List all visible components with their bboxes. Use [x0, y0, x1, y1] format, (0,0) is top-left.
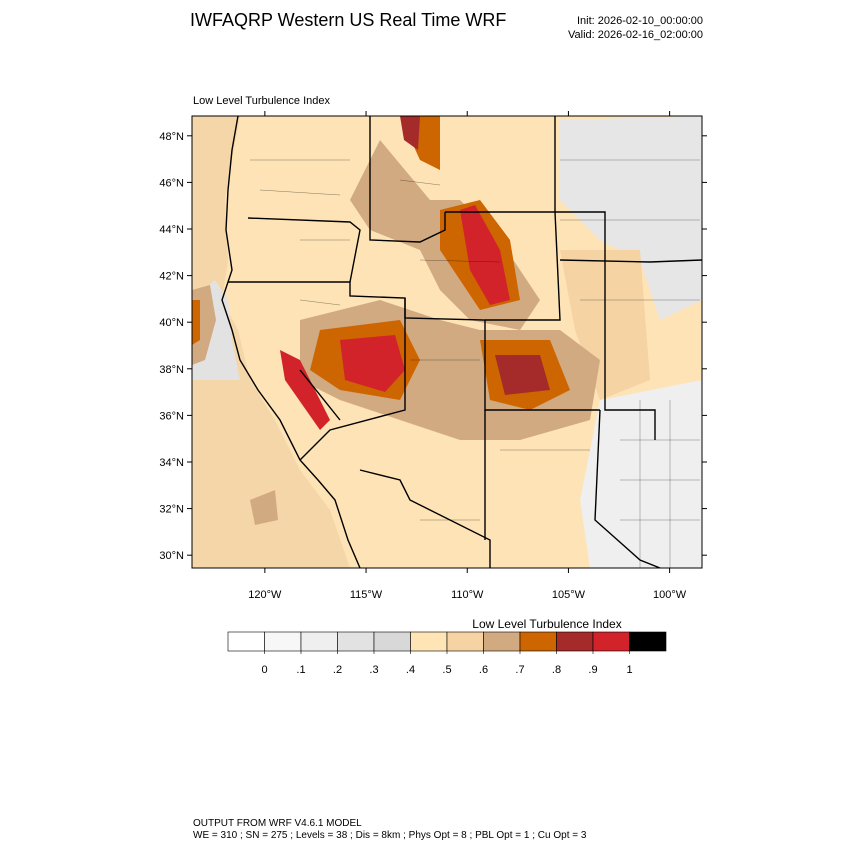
footer-line: WE = 310 ; SN = 275 ; Levels = 38 ; Dis … — [193, 830, 587, 841]
colorbar-box — [410, 631, 448, 652]
map-frame — [191, 115, 703, 569]
colorbar-label: .5 — [442, 664, 451, 676]
colorbar-box — [629, 631, 667, 652]
init-time: Init: 2026-02-10_00:00:00 — [577, 15, 703, 27]
colorbar-label: .2 — [333, 664, 342, 676]
y-tick-label: 34°N — [159, 457, 184, 469]
colorbar-label: .8 — [552, 664, 561, 676]
colorbar-box — [483, 631, 521, 652]
y-tick-label: 40°N — [159, 317, 184, 329]
map-field — [192, 116, 702, 568]
colorbar-label: .3 — [369, 664, 378, 676]
y-tick-label: 36°N — [159, 410, 184, 422]
colorbar-label: .9 — [588, 664, 597, 676]
colorbar-label: .6 — [479, 664, 488, 676]
colorbar-label: .4 — [406, 664, 415, 676]
colorbar-label: .1 — [296, 664, 305, 676]
y-tick-label: 42°N — [159, 271, 184, 283]
colorbar-box — [592, 631, 630, 652]
y-tick-label: 32°N — [159, 504, 184, 516]
colorbar-title: Low Level Turbulence Index — [472, 617, 621, 631]
map-subtitle: Low Level Turbulence Index — [193, 95, 330, 107]
x-tick-label: 120°W — [248, 589, 282, 601]
x-tick-label: 100°W — [653, 589, 687, 601]
y-tick-label: 44°N — [159, 224, 184, 236]
y-tick-label: 38°N — [159, 364, 184, 376]
y-tick-label: 46°N — [159, 177, 184, 189]
colorbar-label: .7 — [515, 664, 524, 676]
colorbar-box — [337, 631, 375, 652]
colorbar-box — [446, 631, 484, 652]
x-tick-label: 105°W — [552, 589, 586, 601]
colorbar-box — [264, 631, 302, 652]
colorbar-box — [519, 631, 557, 652]
colorbar-label: 0 — [261, 664, 267, 676]
x-tick-label: 110°W — [451, 589, 484, 601]
colorbar-box — [556, 631, 594, 652]
y-tick-label: 30°N — [159, 550, 184, 562]
colorbar-box — [373, 631, 411, 652]
footer-line: OUTPUT FROM WRF V4.6.1 MODEL — [193, 818, 362, 829]
x-tick-label: 115°W — [350, 589, 383, 601]
colorbar-box — [300, 631, 338, 652]
valid-time: Valid: 2026-02-16_02:00:00 — [568, 29, 703, 41]
y-tick-label: 48°N — [159, 131, 184, 143]
title: IWFAQRP Western US Real Time WRF — [190, 10, 506, 30]
colorbar-box — [227, 631, 265, 652]
colorbar-label: 1 — [626, 664, 632, 676]
